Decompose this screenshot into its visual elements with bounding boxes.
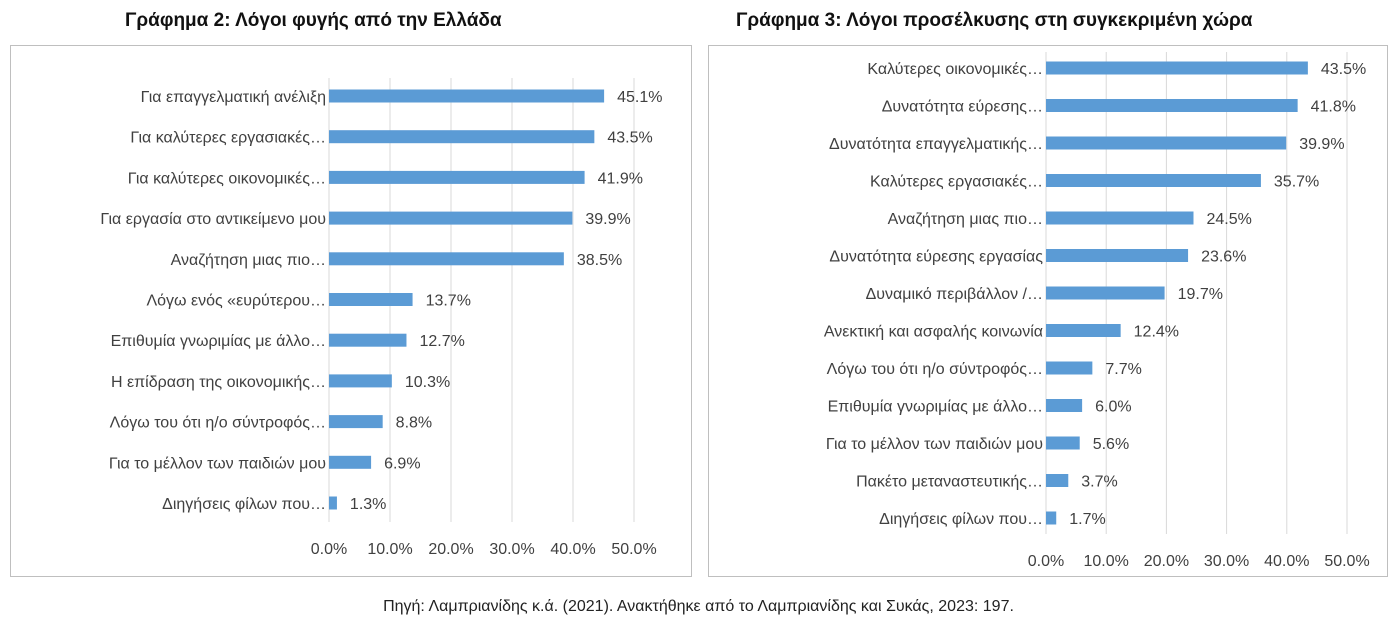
left-category-label: Για επαγγελματική ανέλιξη xyxy=(141,89,326,106)
left-data-label: 41.9% xyxy=(598,170,643,187)
left-category-label: Επιθυμία γνωριμίας με άλλο… xyxy=(111,333,326,350)
right-bar xyxy=(1046,99,1298,112)
right-data-label: 5.6% xyxy=(1093,436,1129,453)
right-data-label: 23.6% xyxy=(1201,249,1246,266)
chart-frame-right xyxy=(708,45,1388,577)
right-x-tick-label: 30.0% xyxy=(1204,553,1249,570)
left-data-label: 1.3% xyxy=(350,496,386,513)
left-category-label: Για εργασία στο αντικείμενο μου xyxy=(100,211,326,228)
left-category-label: Αναζήτηση μιας πιο… xyxy=(171,252,326,269)
left-bar xyxy=(329,211,573,225)
left-category-label: Η επίδραση της οικονομικής… xyxy=(111,374,326,391)
left-category-label: Διηγήσεις φίλων που… xyxy=(162,496,326,513)
right-data-label: 19.7% xyxy=(1178,286,1223,303)
right-bar xyxy=(1046,511,1057,525)
left-category-label: Για το μέλλον των παιδιών μου xyxy=(109,455,326,472)
left-data-label: 10.3% xyxy=(405,374,450,391)
source-note: Πηγή: Λαμπριανίδης κ.ά. (2021). Ανακτήθη… xyxy=(383,598,1014,615)
right-category-label: Δυνατότητα επαγγελματικής… xyxy=(829,136,1043,153)
left-data-label: 13.7% xyxy=(426,293,471,310)
left-bar xyxy=(329,374,392,388)
right-x-tick-label: 10.0% xyxy=(1084,553,1129,570)
right-data-label: 41.8% xyxy=(1311,99,1356,116)
right-category-label: Καλύτερες οικονομικές… xyxy=(867,61,1043,78)
right-category-label: Καλύτερες εργασιακές… xyxy=(870,174,1043,191)
left-bar xyxy=(329,252,564,266)
right-bar xyxy=(1046,136,1287,150)
right-data-label: 7.7% xyxy=(1105,361,1141,378)
right-data-label: 43.5% xyxy=(1321,61,1366,78)
left-x-tick-label: 0.0% xyxy=(311,541,347,558)
right-bar xyxy=(1046,436,1080,450)
left-x-tick-label: 20.0% xyxy=(428,541,473,558)
right-category-label: Ανεκτική και ασφαλής κοινωνία xyxy=(824,324,1043,341)
left-data-label: 12.7% xyxy=(419,333,464,350)
left-bar xyxy=(329,293,413,306)
left-category-label: Λόγω του ότι η/ο σύντροφός… xyxy=(110,415,326,432)
right-x-tick-label: 0.0% xyxy=(1028,553,1064,570)
right-data-label: 12.4% xyxy=(1134,324,1179,341)
left-category-label: Λόγω ενός «ευρύτερου… xyxy=(146,293,326,310)
chart-title-right: Γράφημα 3: Λόγοι προσέλκυσης στη συγκεκρ… xyxy=(736,10,1253,31)
left-category-label: Για καλύτερες εργασιακές… xyxy=(130,130,326,147)
left-category-label: Για καλύτερες οικονομικές… xyxy=(128,170,326,187)
right-data-label: 39.9% xyxy=(1299,136,1344,153)
right-data-label: 6.0% xyxy=(1095,399,1131,416)
left-data-label: 8.8% xyxy=(396,415,432,432)
left-bar xyxy=(329,496,337,510)
right-bar xyxy=(1046,249,1189,262)
right-data-label: 1.7% xyxy=(1069,511,1105,528)
left-bar xyxy=(329,130,595,144)
right-bar xyxy=(1046,286,1165,300)
left-data-label: 45.1% xyxy=(617,89,662,106)
left-bar xyxy=(329,415,383,429)
right-bar xyxy=(1046,61,1308,75)
right-bar xyxy=(1046,174,1261,187)
left-x-tick-label: 30.0% xyxy=(489,541,534,558)
right-bar xyxy=(1046,474,1069,487)
right-category-label: Αναζήτηση μιας πιο… xyxy=(888,211,1043,228)
right-category-label: Δυνατότητα εύρεσης εργασίας xyxy=(829,249,1043,266)
left-x-tick-label: 10.0% xyxy=(367,541,412,558)
left-data-label: 39.9% xyxy=(585,211,630,228)
left-data-label: 43.5% xyxy=(607,130,652,147)
left-data-label: 38.5% xyxy=(577,252,622,269)
right-x-tick-label: 40.0% xyxy=(1264,553,1309,570)
right-category-label: Δυνατότητα εύρεσης… xyxy=(882,99,1043,116)
left-data-label: 6.9% xyxy=(384,455,420,472)
left-bar xyxy=(329,455,372,469)
left-bar xyxy=(329,89,605,103)
right-bar xyxy=(1046,399,1083,412)
left-x-tick-label: 50.0% xyxy=(611,541,656,558)
right-category-label: Δυναμικό περιβάλλον /… xyxy=(866,286,1043,303)
left-bar xyxy=(329,170,585,184)
right-category-label: Πακέτο μεταναστευτικής… xyxy=(856,474,1043,491)
chart-title-left: Γράφημα 2: Λόγοι φυγής από την Ελλάδα xyxy=(125,10,502,31)
left-x-tick-label: 40.0% xyxy=(550,541,595,558)
right-category-label: Επιθυμία γνωριμίας με άλλο… xyxy=(828,399,1043,416)
right-category-label: Λόγω του ότι η/ο σύντροφός… xyxy=(827,361,1043,378)
right-bar xyxy=(1046,324,1121,337)
right-bar xyxy=(1046,361,1093,375)
right-data-label: 35.7% xyxy=(1274,174,1319,191)
right-x-tick-label: 20.0% xyxy=(1144,553,1189,570)
right-data-label: 24.5% xyxy=(1206,211,1251,228)
right-category-label: Για το μέλλον των παιδιών μου xyxy=(826,436,1043,453)
right-x-tick-label: 50.0% xyxy=(1324,553,1369,570)
left-bar xyxy=(329,333,407,347)
right-data-label: 3.7% xyxy=(1081,474,1117,491)
right-category-label: Διηγήσεις φίλων που… xyxy=(879,511,1043,528)
right-bar xyxy=(1046,211,1194,225)
